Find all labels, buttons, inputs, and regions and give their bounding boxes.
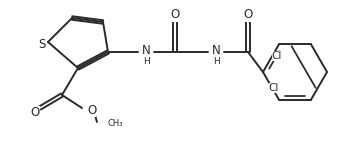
Text: H: H [213,57,219,65]
Text: O: O [30,106,40,119]
Text: N: N [142,43,151,57]
Text: CH₃: CH₃ [107,120,122,129]
Text: N: N [212,43,220,57]
Text: O: O [87,104,96,116]
Text: O: O [170,9,180,21]
Text: Cl: Cl [269,83,279,93]
Text: H: H [143,57,149,65]
Text: O: O [243,9,253,21]
Text: Cl: Cl [272,51,282,61]
Text: S: S [38,37,46,51]
